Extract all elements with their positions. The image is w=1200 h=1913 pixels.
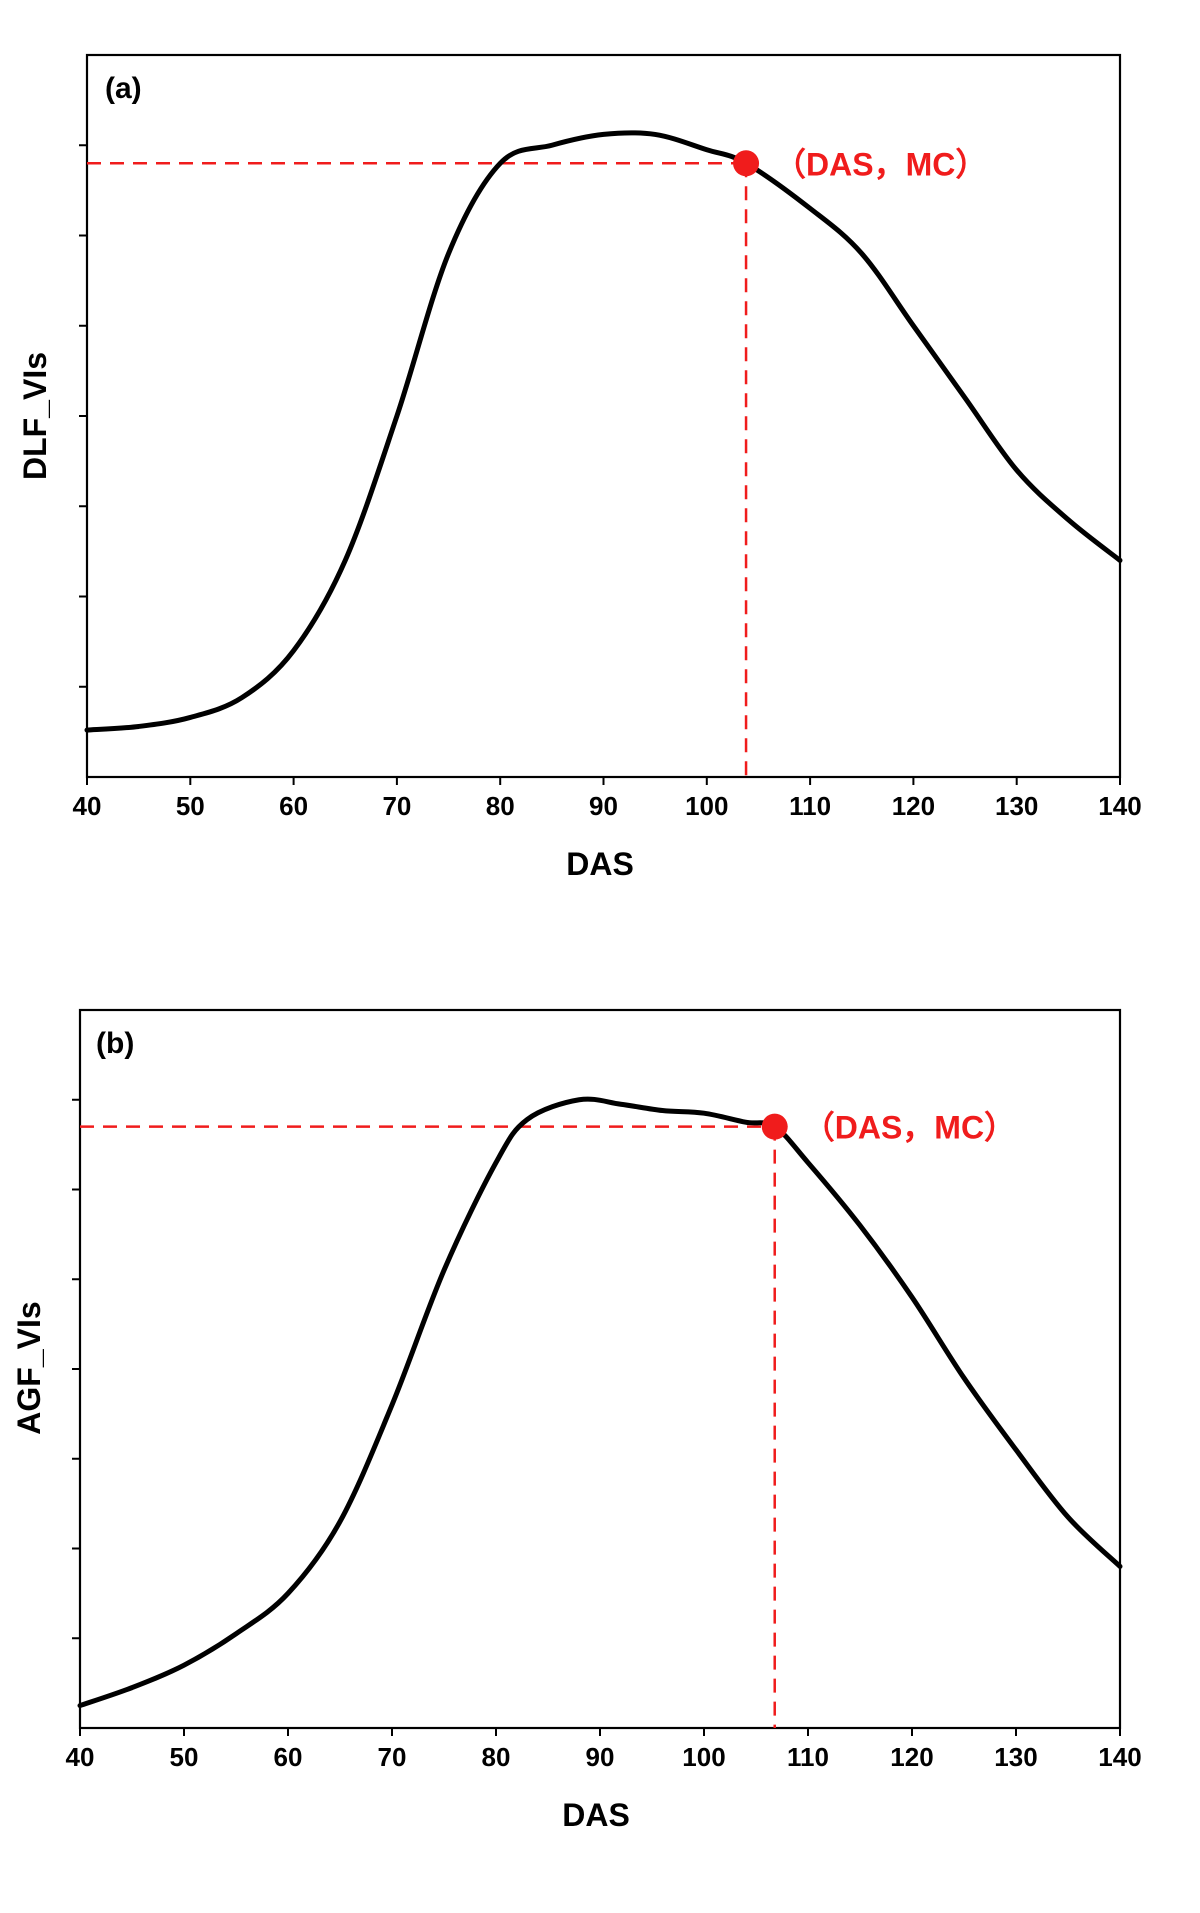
- panel-b-y-ticks: [72, 1100, 80, 1639]
- panel-b-x-tick-label: 90: [586, 1742, 615, 1772]
- panel-b-y-axis-label: AGF_VIs: [11, 1301, 47, 1434]
- panel-a-x-tick-label: 70: [382, 791, 411, 821]
- panel-b-x-ticks: 40 50 60 70 80 90 100 110 120 130 140: [66, 1728, 1142, 1772]
- panel-b: (b) DAS AGF_VIs 40 50 60 70 80 90 100 110 120 130…: [11, 1010, 1142, 1833]
- panel-b-x-tick-label: 60: [274, 1742, 303, 1772]
- panel-a-x-axis-label: DAS: [566, 846, 634, 882]
- panel-a-x-tick-label: 40: [73, 791, 102, 821]
- panel-a: (a) DAS DLF_VIs 40 50 60 70 80 90 100 110 120 130…: [17, 55, 1142, 882]
- panel-b-x-tick-label: 80: [482, 1742, 511, 1772]
- panel-a-x-tick-label: 120: [892, 791, 935, 821]
- panel-a-x-tick-label: 100: [685, 791, 728, 821]
- panel-a-x-tick-label: 90: [589, 791, 618, 821]
- panel-a-y-ticks: [79, 145, 87, 687]
- panel-a-x-tick-label: 80: [486, 791, 515, 821]
- panel-a-x-tick-label: 60: [279, 791, 308, 821]
- chart-figure: (a) DAS DLF_VIs 40 50 60 70 80 90 100 110 120 130…: [0, 0, 1200, 1913]
- panel-b-x-axis-label: DAS: [562, 1797, 630, 1833]
- panel-a-y-axis-label: DLF_VIs: [17, 352, 53, 480]
- panel-b-x-tick-label: 40: [66, 1742, 95, 1772]
- panel-b-label: (b): [96, 1027, 134, 1060]
- panel-b-x-tick-label: 120: [890, 1742, 933, 1772]
- panel-b-series-line: [80, 1099, 1120, 1705]
- panel-b-x-tick-label: 100: [682, 1742, 725, 1772]
- panel-b-x-tick-label: 50: [170, 1742, 199, 1772]
- panel-b-x-tick-label: 130: [994, 1742, 1037, 1772]
- panel-a-series-line: [87, 133, 1120, 730]
- panel-b-marker-annotation: （DAS，MC）: [803, 1110, 1016, 1146]
- panel-a-x-tick-label: 110: [789, 791, 831, 821]
- panel-a-x-tick-label: 130: [995, 791, 1038, 821]
- panel-a-x-tick-label: 140: [1098, 791, 1141, 821]
- panel-b-x-tick-label: 140: [1098, 1742, 1141, 1772]
- panel-b-marker-point: [762, 1114, 788, 1140]
- panel-a-x-tick-label: 50: [176, 791, 205, 821]
- panel-b-x-tick-label: 110: [787, 1742, 829, 1772]
- panel-a-x-ticks: 40 50 60 70 80 90 100 110 120 130 140: [73, 777, 1142, 821]
- panel-a-marker-point: [733, 150, 759, 176]
- panel-a-label: (a): [105, 72, 142, 105]
- panel-a-marker-annotation: （DAS，MC）: [774, 146, 987, 182]
- panel-b-x-tick-label: 70: [378, 1742, 407, 1772]
